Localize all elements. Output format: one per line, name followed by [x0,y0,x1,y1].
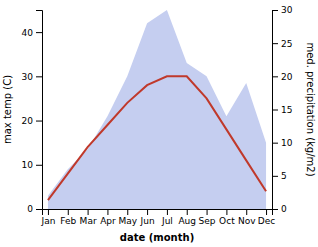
tick: Aug [178,209,196,226]
tick-mark [36,32,42,33]
tick-mark [226,209,227,215]
tick-label: 15 [281,105,292,115]
tick-mark [36,76,42,77]
y2-axis-title: med. precipitation (kg/m2) [305,42,316,176]
y-axis-title: max temp (C) [2,75,13,144]
tick: 20 [22,116,42,126]
tick: 40 [22,27,42,37]
tick-mark [48,209,49,215]
tick-mark [36,209,42,210]
tick: 10 [272,138,293,148]
tick-mark [272,76,278,77]
plot: Jan Feb MarAprMayJun Jul AugSepOctNovDec 0 10 2… [22,5,293,226]
tick-label: Oct [219,216,235,226]
tick-label: Feb [60,216,76,226]
tick-mark [167,209,168,215]
tick-label: 20 [281,72,293,82]
tick-label: Sep [199,216,216,226]
tick: May [118,209,137,226]
tick-mark [272,143,278,144]
tick-mark [207,209,208,215]
tick-mark [127,209,128,215]
tick: 20 [272,72,293,82]
tick: 0 [272,204,287,214]
tick-label: Aug [178,216,196,226]
tick: 5 [272,171,287,181]
tick: 15 [272,105,292,115]
tick-label: Jan [41,216,56,226]
axis-line [36,11,43,210]
tick-label: Jun [140,216,155,226]
tick-mark [88,209,89,215]
tick-mark [147,209,148,215]
tick-label: 0 [281,204,287,214]
tick-mark [272,176,278,177]
tick: Jun [140,209,155,226]
tick-label: Apr [100,216,116,226]
tick-mark [36,121,42,122]
tick: Feb [60,209,76,226]
tick: Oct [219,209,235,226]
tick-mark [272,209,278,210]
tick-mark [187,209,188,215]
tick-label: 10 [281,138,293,148]
tick: 0 [27,204,42,214]
tick: Nov [238,209,256,226]
tick-label: 30 [22,72,34,82]
tick-label: May [118,216,137,226]
tick-mark [246,209,247,215]
axis-line [43,210,273,216]
y-axis: 0 10 20 30 40 [22,11,43,215]
tick: 30 [272,5,293,15]
tick-label: Mar [80,216,97,226]
line [48,76,266,200]
tick: Dec [258,209,275,226]
y2-axis: 0 5 10 15 20 25 30 [272,5,293,214]
chart: Jan Feb MarAprMayJun Jul AugSepOctNovDec 0 10 2… [0,0,318,247]
tick-mark [266,209,267,215]
tick: Sep [199,209,216,226]
tick-label: 5 [281,171,287,181]
tick-label: 10 [22,160,34,170]
tick-mark [272,43,278,44]
tick: 25 [272,39,292,49]
tick-label: 0 [27,204,33,214]
marks [48,10,266,209]
tick-mark [272,110,278,111]
area [48,10,266,209]
tick-label: Dec [258,216,275,226]
tick: 30 [22,72,42,82]
tick-label: Jul [161,216,173,226]
tick: Jul [161,209,173,226]
tick-mark [68,209,69,215]
tick-label: 25 [281,39,292,49]
tick: Apr [100,209,116,226]
x-axis-title: date (month) [120,232,194,243]
tick-label: Nov [238,216,256,226]
tick: Jan [41,209,56,226]
axis-line [273,11,279,210]
tick-label: 20 [22,116,34,126]
tick-label: 30 [281,5,293,15]
tick-mark [36,165,42,166]
tick: 10 [22,160,42,170]
tick: Mar [80,209,97,226]
tick-label: 40 [22,27,34,37]
x-axis: Jan Feb MarAprMayJun Jul AugSepOctNovDec [41,209,276,226]
tick-mark [107,209,108,215]
tick-mark [272,10,278,11]
